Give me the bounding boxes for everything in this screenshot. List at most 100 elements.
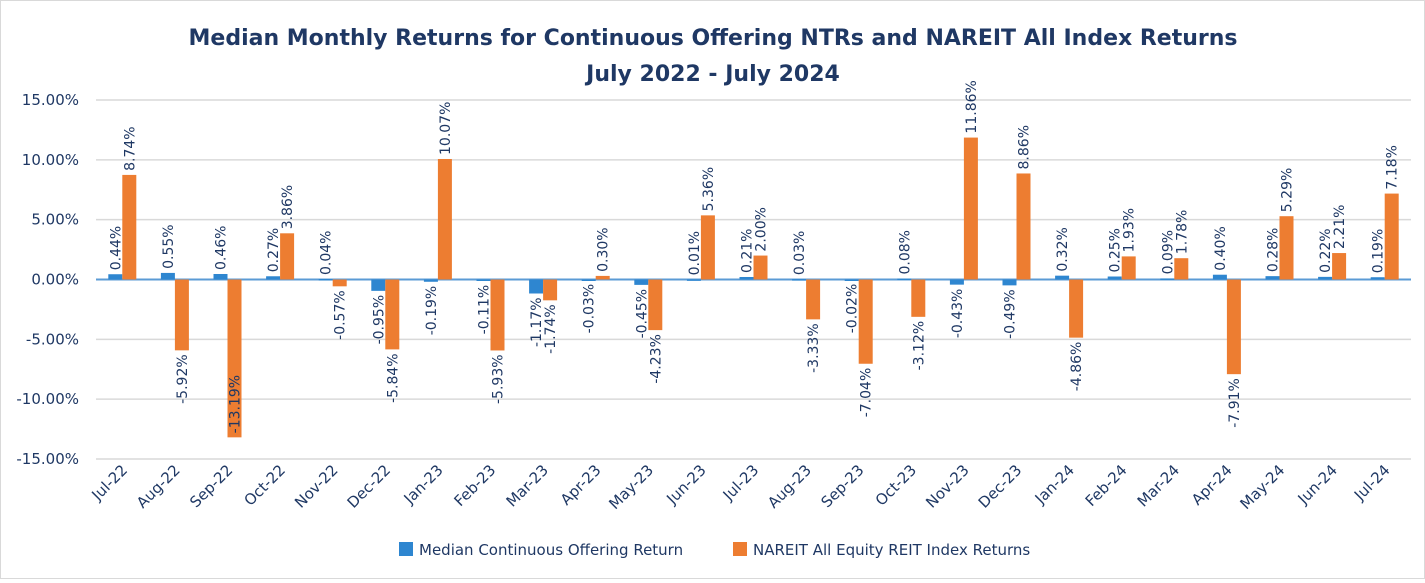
data-label: -5.93% [491,354,507,404]
data-label: -3.33% [806,323,822,373]
x-tick-label: Apr-24 [1188,461,1236,509]
data-label: 0.46% [214,226,230,270]
x-tick-label: May-23 [605,461,657,513]
x-tick-label: Jan-23 [400,461,447,508]
x-tick-label: Mar-23 [503,461,552,510]
bar-nareit [1069,279,1084,338]
data-label: -0.45% [634,289,650,339]
x-tick-label: Jan-24 [1031,461,1078,508]
bar-nareit [858,279,873,364]
x-tick-label: Jun-23 [662,461,709,508]
bar-nareit [806,279,821,320]
data-label: 5.29% [1280,168,1296,212]
data-label: -3.12% [911,321,927,371]
x-tick-label: Jul-24 [1350,461,1394,505]
x-tick-label: May-24 [1237,461,1289,513]
data-label: 8.74% [122,126,138,170]
data-label: 0.40% [1213,226,1229,270]
bar-median [949,279,964,285]
y-tick-label: -10.00% [16,390,79,408]
data-label: -1.17% [529,298,545,348]
x-tick-label: Sep-23 [817,461,867,511]
data-label: 10.07% [438,102,454,155]
data-label: 0.44% [108,226,124,270]
bar-median [1160,278,1175,280]
bar-median [266,276,281,280]
data-label: -4.86% [1069,342,1085,392]
data-label: 0.22% [1318,228,1334,272]
chart-subtitle: July 2022 - July 2024 [584,62,840,87]
bar-median [213,273,228,280]
bar-nareit [227,279,242,438]
bar-median [160,272,175,280]
y-tick-label: 15.00% [22,91,79,109]
bar-nareit [543,279,558,301]
data-label: -0.43% [950,289,966,339]
bar-nareit [1121,256,1136,280]
bar-nareit [963,137,978,280]
data-label: 0.08% [897,230,913,274]
bar-nareit [1332,253,1347,280]
legend-swatch [399,542,413,556]
data-label: 0.27% [266,228,282,272]
data-label: 0.30% [596,227,612,271]
x-tick-label: Jun-24 [1294,461,1341,508]
data-label: -0.49% [1003,289,1019,339]
data-label: 2.21% [1332,205,1348,249]
data-label: -5.92% [175,354,191,404]
data-label: -4.23% [648,334,664,384]
data-label: -0.57% [333,290,349,340]
data-label: -1.74% [543,304,559,354]
bar-nareit [595,275,610,280]
bar-median [1370,277,1385,280]
x-tick-label: Apr-23 [557,461,605,509]
x-tick-label: Mar-24 [1134,461,1183,510]
data-label: 0.19% [1371,229,1387,273]
data-label: 0.28% [1266,228,1282,272]
x-tick-label: Feb-24 [1082,461,1131,510]
data-label: 0.03% [792,231,808,275]
bar-nareit [122,174,137,280]
data-label: 0.21% [740,229,756,273]
x-tick-label: Sep-22 [186,461,236,511]
y-tick-label: 10.00% [22,151,79,169]
bar-nareit [1279,216,1294,280]
bar-nareit [385,279,400,350]
bar-median [634,279,649,285]
x-tick-label: Oct-23 [872,461,920,509]
y-tick-label: 0.00% [31,271,79,289]
legend-swatch [733,542,747,556]
x-tick-label: Dec-23 [975,461,1026,512]
bar-median [423,279,438,282]
bar-median [476,279,491,281]
data-label: -7.04% [859,368,875,418]
bar-nareit [437,158,452,280]
data-label: 2.00% [754,207,770,251]
data-label: 8.86% [1017,125,1033,169]
bar-median [686,279,701,281]
bar-nareit [753,255,768,280]
x-tick-label: Feb-23 [450,461,499,510]
bar-median [844,279,859,281]
data-label: 0.25% [1108,228,1124,272]
x-tick-label: Aug-22 [133,461,184,512]
legend-label: NAREIT All Equity REIT Index Returns [753,541,1030,559]
bar-median [1107,276,1122,280]
bar-nareit [1174,258,1189,280]
bar-nareit [332,279,347,287]
bar-nareit [1384,193,1399,280]
x-tick-label: Jul-22 [88,461,132,505]
bar-median [1212,274,1227,280]
bar-median [1318,276,1333,280]
x-tick-label: Aug-23 [764,461,815,512]
x-tick-label: Jul-23 [719,461,763,505]
bar-median [108,274,123,280]
bar-nareit [1016,173,1031,280]
bar-nareit [174,279,189,351]
legend-label: Median Continuous Offering Return [419,541,683,559]
bar-median [792,279,807,281]
y-tick-label: 5.00% [31,211,79,229]
bar-nareit [490,279,505,351]
